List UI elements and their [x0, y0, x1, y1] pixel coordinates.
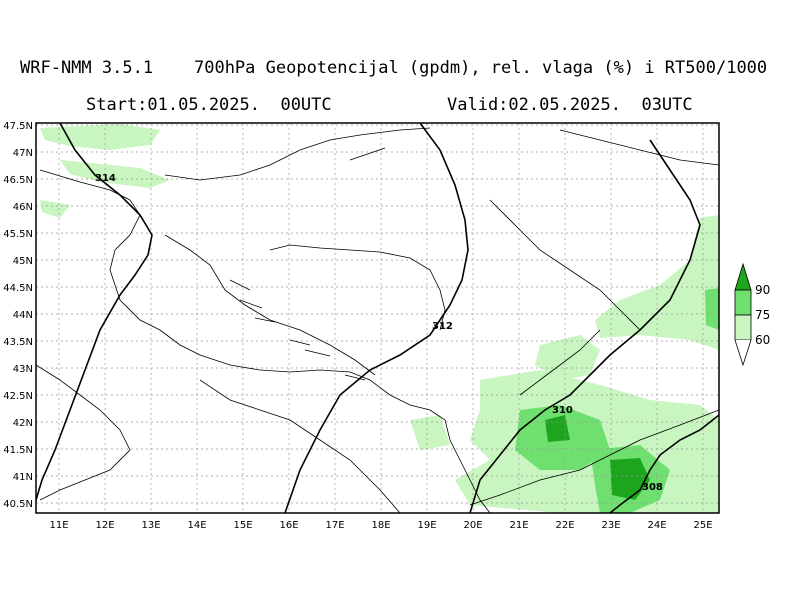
- lat-tick-label: 45.5N: [3, 229, 33, 240]
- geopotential-contours: [35, 122, 720, 514]
- lon-tick-label: 15E: [233, 520, 252, 531]
- lon-tick-label: 21E: [509, 520, 528, 531]
- grid-lines: [36, 123, 719, 513]
- lat-tick-label: 44N: [13, 310, 33, 321]
- lat-tick-label: 44.5N: [3, 283, 33, 294]
- lon-tick-label: 25E: [693, 520, 712, 531]
- lat-tick-label: 45N: [13, 256, 33, 267]
- humidity-legend: 90 75 60: [734, 262, 770, 367]
- lat-tick-label: 47.5N: [3, 121, 33, 132]
- lon-tick-label: 19E: [417, 520, 436, 531]
- lon-tick-label: 16E: [279, 520, 298, 531]
- lon-tick-label: 14E: [187, 520, 206, 531]
- islands: [229, 279, 366, 381]
- legend-swatch-75: [734, 289, 752, 316]
- lon-tick-label: 20E: [463, 520, 482, 531]
- lat-tick-label: 41.5N: [3, 445, 33, 456]
- legend-label-60: 60: [755, 333, 770, 347]
- lon-tick-label: 24E: [647, 520, 666, 531]
- lon-tick-label: 22E: [555, 520, 574, 531]
- lat-tick-label: 46.5N: [3, 175, 33, 186]
- lat-tick-label: 42.5N: [3, 391, 33, 402]
- lon-tick-label: 12E: [95, 520, 114, 531]
- lat-tick-label: 42N: [13, 418, 33, 429]
- valid-time: Valid:02.05.2025. 03UTC: [447, 95, 693, 115]
- lat-axis: 47.5N 47N 46.5N 46N 45.5N 45N 44.5N 44N 43.5N 43N…: [3, 121, 33, 510]
- legend-swatch-90: [734, 262, 752, 291]
- lon-tick-label: 13E: [141, 520, 160, 531]
- lon-tick-label: 18E: [371, 520, 390, 531]
- contour-label-308: 308: [642, 482, 663, 493]
- lat-tick-label: 46N: [13, 202, 33, 213]
- legend-swatch-60: [734, 314, 752, 341]
- contour-label-310: 310: [552, 405, 573, 416]
- lon-tick-label: 17E: [325, 520, 344, 531]
- lat-tick-label: 43.5N: [3, 337, 33, 348]
- contour-label-312: 312: [432, 321, 453, 332]
- legend-label-75: 75: [755, 308, 770, 322]
- chart-title: WRF-NMM 3.5.1 700hPa Geopotencijal (gpdm…: [20, 58, 768, 78]
- legend-label-90: 90: [755, 283, 770, 297]
- coastlines: [35, 127, 720, 514]
- contour-label-314: 314: [95, 173, 116, 184]
- lat-tick-label: 47N: [13, 148, 33, 159]
- lon-axis: 11E 12E 13E 14E 15E 16E 17E 18E 19E 20E 21E 22E 23E 2…: [49, 520, 712, 531]
- map-frame: 314 312 310 308: [35, 122, 720, 514]
- lat-tick-label: 43N: [13, 364, 33, 375]
- legend-swatch-low: [734, 339, 752, 367]
- start-time: Start:01.05.2025. 00UTC: [86, 95, 332, 115]
- lon-tick-label: 23E: [601, 520, 620, 531]
- lat-tick-label: 40.5N: [3, 499, 33, 510]
- lon-tick-label: 11E: [49, 520, 68, 531]
- lat-tick-label: 41N: [13, 472, 33, 483]
